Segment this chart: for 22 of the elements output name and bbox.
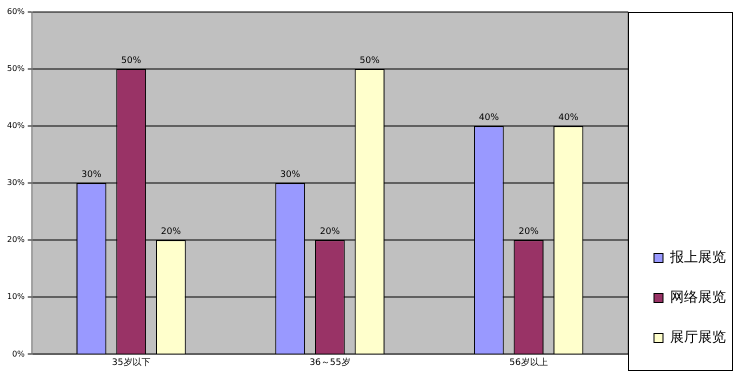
data-label: 50% (121, 56, 142, 66)
data-label: 30% (81, 170, 102, 180)
y-tick-label: 20% (7, 235, 26, 244)
y-tick-label: 30% (7, 178, 26, 188)
legend-label: 网络展览 (670, 290, 726, 306)
data-label: 20% (320, 226, 340, 237)
data-label: 30% (280, 170, 301, 180)
legend-label: 报上展览 (669, 250, 726, 266)
y-tick-label: 50% (7, 64, 26, 74)
y-tick-label: 0% (12, 349, 26, 358)
data-label: 40% (558, 112, 579, 123)
legend-label: 展厅展览 (670, 330, 726, 346)
y-tick-label: 10% (7, 292, 26, 302)
data-label: 20% (160, 226, 182, 237)
x-tick-label: 36～55岁 (309, 356, 350, 368)
y-tick-label: 60% (7, 7, 26, 16)
x-tick-label: 56岁以上 (509, 356, 548, 368)
data-label: 40% (478, 112, 500, 123)
y-tick-label: 40% (7, 121, 26, 130)
data-label: 20% (518, 226, 540, 237)
x-tick-label: 35岁以下 (112, 356, 150, 368)
data-label: 50% (360, 56, 380, 66)
